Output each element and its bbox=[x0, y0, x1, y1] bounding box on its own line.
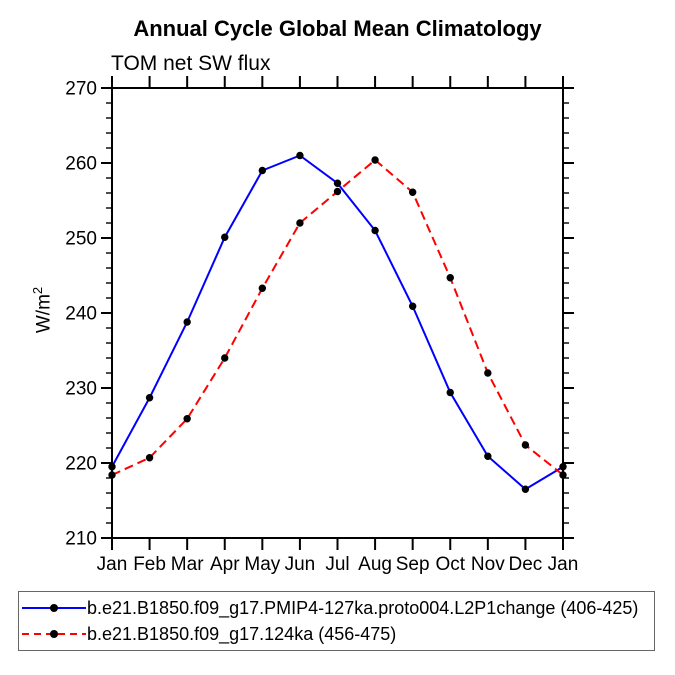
legend-box: b.e21.B1850.f09_g17.PMIP4-127ka.proto004… bbox=[18, 591, 655, 651]
y-tick-label: 240 bbox=[65, 304, 97, 325]
data-point-series-2 bbox=[333, 187, 342, 196]
data-point-series-2 bbox=[371, 156, 379, 164]
chart-title: Annual Cycle Global Mean Climatology bbox=[133, 16, 542, 41]
data-point-series-1 bbox=[145, 394, 154, 402]
data-point-series-2 bbox=[521, 441, 530, 449]
data-point-series-1 bbox=[258, 166, 267, 175]
legend-item-series-2: b.e21.B1850.f09_g17.124ka (456-475) bbox=[21, 621, 654, 647]
chart-subtitle: TOM net SW flux bbox=[111, 52, 271, 75]
x-tick-label: Aug bbox=[358, 554, 392, 575]
y-tick-label: 260 bbox=[65, 154, 97, 175]
legend-item-series-1: b.e21.B1850.f09_g17.PMIP4-127ka.proto004… bbox=[21, 595, 654, 621]
data-point-series-1 bbox=[484, 452, 492, 460]
x-tick-label: Oct bbox=[435, 554, 465, 575]
y-tick-label: 220 bbox=[65, 454, 97, 475]
y-tick-label: 270 bbox=[65, 79, 97, 100]
data-point-series-1 bbox=[446, 388, 454, 397]
x-tick-label: Jun bbox=[285, 554, 316, 575]
y-tick-label: 250 bbox=[65, 229, 97, 250]
axis-frame bbox=[111, 87, 564, 539]
y-tick-label: 230 bbox=[65, 379, 97, 400]
data-point-series-2 bbox=[559, 471, 567, 479]
plot-area: Jan Feb Mar Apr May Jun Jul Aug Sep Oct Nov Dec Jan2… bbox=[65, 76, 579, 575]
legend-sample-solid bbox=[22, 604, 86, 612]
data-point-series-2 bbox=[183, 415, 191, 423]
data-point-series-1 bbox=[333, 179, 342, 187]
legend-sample-dashed bbox=[22, 630, 86, 638]
data-point-series-1 bbox=[108, 463, 116, 471]
data-point-series-2 bbox=[145, 454, 154, 462]
legend-marker-icon bbox=[50, 630, 58, 638]
x-tick-label: Jan bbox=[548, 554, 579, 575]
data-point-series-2 bbox=[296, 219, 304, 227]
data-point-series-2 bbox=[484, 369, 492, 377]
legend-label-series-1: b.e21.B1850.f09_g17.PMIP4-127ka.proto004… bbox=[87, 598, 639, 618]
series-line-1 bbox=[111, 154, 564, 491]
y-tick-label: 210 bbox=[65, 529, 97, 550]
data-point-series-2 bbox=[258, 284, 267, 292]
data-point-series-1 bbox=[296, 151, 304, 160]
data-point-series-2 bbox=[446, 274, 454, 282]
data-point-series-1 bbox=[408, 302, 417, 310]
legend-marker-icon bbox=[50, 604, 58, 612]
x-tick-label: Dec bbox=[509, 554, 543, 575]
x-tick-label: May bbox=[244, 554, 280, 575]
data-point-series-1 bbox=[221, 233, 229, 241]
x-tick-label: Jul bbox=[325, 554, 349, 575]
data-point-series-1 bbox=[559, 463, 567, 471]
data-point-series-1 bbox=[183, 318, 191, 326]
data-point-series-1 bbox=[371, 226, 379, 235]
x-tick-label: Jan bbox=[97, 554, 128, 575]
x-tick-label: Sep bbox=[396, 554, 430, 575]
x-tick-label: Apr bbox=[210, 554, 240, 575]
data-point-series-1 bbox=[521, 485, 530, 493]
x-tick-label: Mar bbox=[171, 554, 204, 575]
data-point-series-2 bbox=[221, 354, 229, 362]
x-tick-label: Nov bbox=[471, 554, 505, 575]
x-tick-label: Feb bbox=[133, 554, 166, 575]
data-point-series-2 bbox=[408, 188, 417, 196]
legend-label-series-2: b.e21.B1850.f09_g17.124ka (456-475) bbox=[87, 624, 397, 644]
data-point-series-2 bbox=[108, 471, 116, 479]
series-line-2 bbox=[111, 158, 564, 476]
